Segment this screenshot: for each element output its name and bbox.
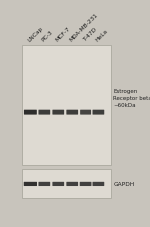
Text: HeLa: HeLa: [95, 29, 109, 43]
FancyBboxPatch shape: [52, 182, 64, 186]
FancyBboxPatch shape: [24, 182, 37, 186]
FancyBboxPatch shape: [66, 110, 78, 115]
Text: Estrogen
Receptor beta
~60kDa: Estrogen Receptor beta ~60kDa: [114, 89, 150, 107]
FancyBboxPatch shape: [93, 182, 104, 186]
Text: T-47D: T-47D: [82, 27, 98, 43]
FancyBboxPatch shape: [38, 110, 50, 115]
FancyBboxPatch shape: [52, 110, 64, 115]
FancyBboxPatch shape: [93, 110, 104, 115]
Bar: [22, 170, 111, 199]
FancyBboxPatch shape: [80, 182, 92, 186]
FancyBboxPatch shape: [38, 182, 50, 186]
Text: GAPDH: GAPDH: [114, 182, 135, 187]
Text: PC-3: PC-3: [41, 30, 54, 43]
Bar: [22, 46, 111, 165]
FancyBboxPatch shape: [80, 110, 91, 115]
Text: MDA-MB-231: MDA-MB-231: [69, 13, 99, 43]
Text: LNCap: LNCap: [27, 26, 44, 43]
FancyBboxPatch shape: [24, 110, 37, 115]
Text: MCF-7: MCF-7: [55, 26, 71, 43]
FancyBboxPatch shape: [66, 182, 78, 186]
